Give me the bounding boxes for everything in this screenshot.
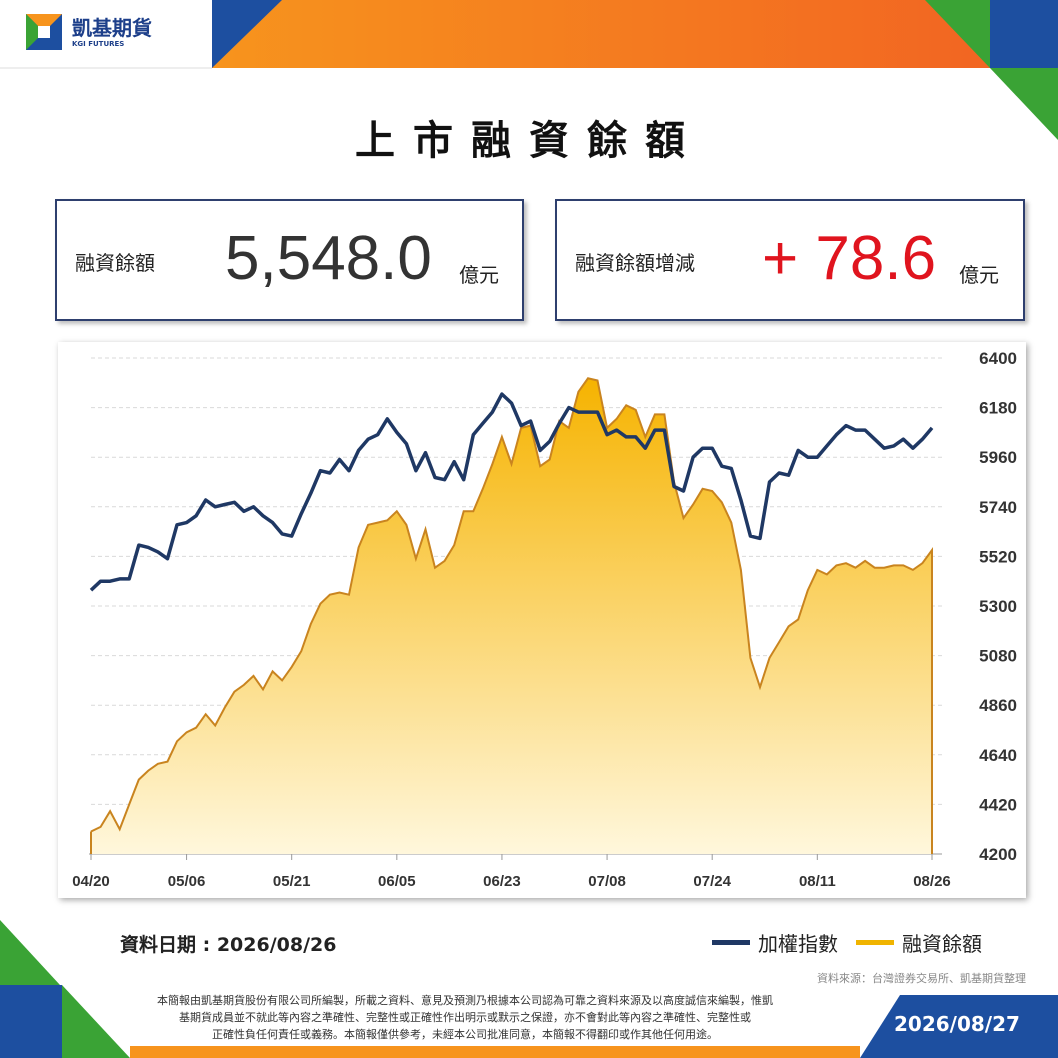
x-tick-label: 08/11	[799, 873, 836, 890]
stat-box: 融資餘額增減 + 78.6 億元	[555, 199, 1025, 321]
legend-swatch	[856, 940, 894, 945]
x-tick-label: 06/05	[378, 873, 416, 890]
stat-unit: 億元	[459, 263, 499, 287]
legend-swatch	[712, 940, 750, 945]
y-tick-label: 5080	[979, 647, 1017, 666]
x-tick-label: 07/08	[588, 873, 626, 890]
y-tick-label: 5300	[979, 597, 1017, 616]
legend-label: 加權指數	[758, 932, 838, 956]
disclaimer: 本簡報由凱基期貨股份有限公司所編製，所載之資料、意見及預測乃根據本公司認為可靠之…	[70, 992, 860, 1043]
series-line	[89, 392, 934, 592]
disclaimer-line: 基期貨成員並不就此等內容之準確性、完整性或正確性作出明示或默示之保證，亦不會對此…	[179, 1011, 751, 1024]
y-tick-label: 4860	[979, 696, 1017, 715]
x-tick-label: 05/06	[168, 873, 206, 890]
y-tick-label: 4200	[979, 845, 1017, 864]
disclaimer-line: 本簡報由凱基期貨股份有限公司所編製，所載之資料、意見及預測乃根據本公司認為可靠之…	[157, 994, 773, 1007]
stat-value: 5,548.0	[225, 224, 432, 293]
logo-sub: KGI FUTURES	[72, 40, 125, 48]
x-tick-label: 04/20	[72, 873, 110, 890]
y-tick-label: 4420	[979, 795, 1017, 814]
page-title: 上市融資餘額	[355, 118, 703, 164]
logo-name: 凱基期貨	[72, 16, 152, 40]
y-tick-label: 5960	[979, 448, 1017, 467]
y-tick-label: 5740	[979, 498, 1017, 517]
x-tick-label: 08/26	[913, 873, 951, 890]
stat-box: 融資餘額 5,548.0 億元	[55, 199, 524, 321]
disclaimer-line: 正確性負任何責任或義務。本簡報僅供參考，未經本公司批准同意，本簡報不得翻印或作其…	[212, 1028, 718, 1041]
stat-label: 融資餘額	[75, 251, 155, 275]
legend: 加權指數 融資餘額	[712, 928, 982, 957]
y-tick-label: 5520	[979, 547, 1017, 566]
legend-item: 融資餘額	[856, 928, 982, 957]
x-tick-label: 07/24	[693, 873, 731, 890]
stat-value: + 78.6	[762, 224, 937, 293]
data-date: 資料日期 : 2026/08/26	[120, 934, 337, 956]
stat-label: 融資餘額增減	[575, 251, 695, 275]
y-tick-label: 4640	[979, 746, 1017, 765]
area-fill	[91, 378, 932, 854]
x-tick-label: 05/21	[273, 873, 311, 890]
legend-label: 融資餘額	[902, 932, 982, 956]
area-line	[90, 377, 933, 854]
source: 資料來源：台灣證券交易所、凱基期貨整理	[817, 972, 1026, 985]
legend-item: 加權指數	[712, 928, 838, 957]
issue-date: 2026/08/27	[894, 1012, 1020, 1036]
y-tick-label: 6180	[979, 399, 1017, 418]
stat-unit: 億元	[959, 263, 999, 287]
x-tick-label: 06/23	[483, 873, 521, 890]
y-tick-label: 6400	[979, 349, 1017, 368]
